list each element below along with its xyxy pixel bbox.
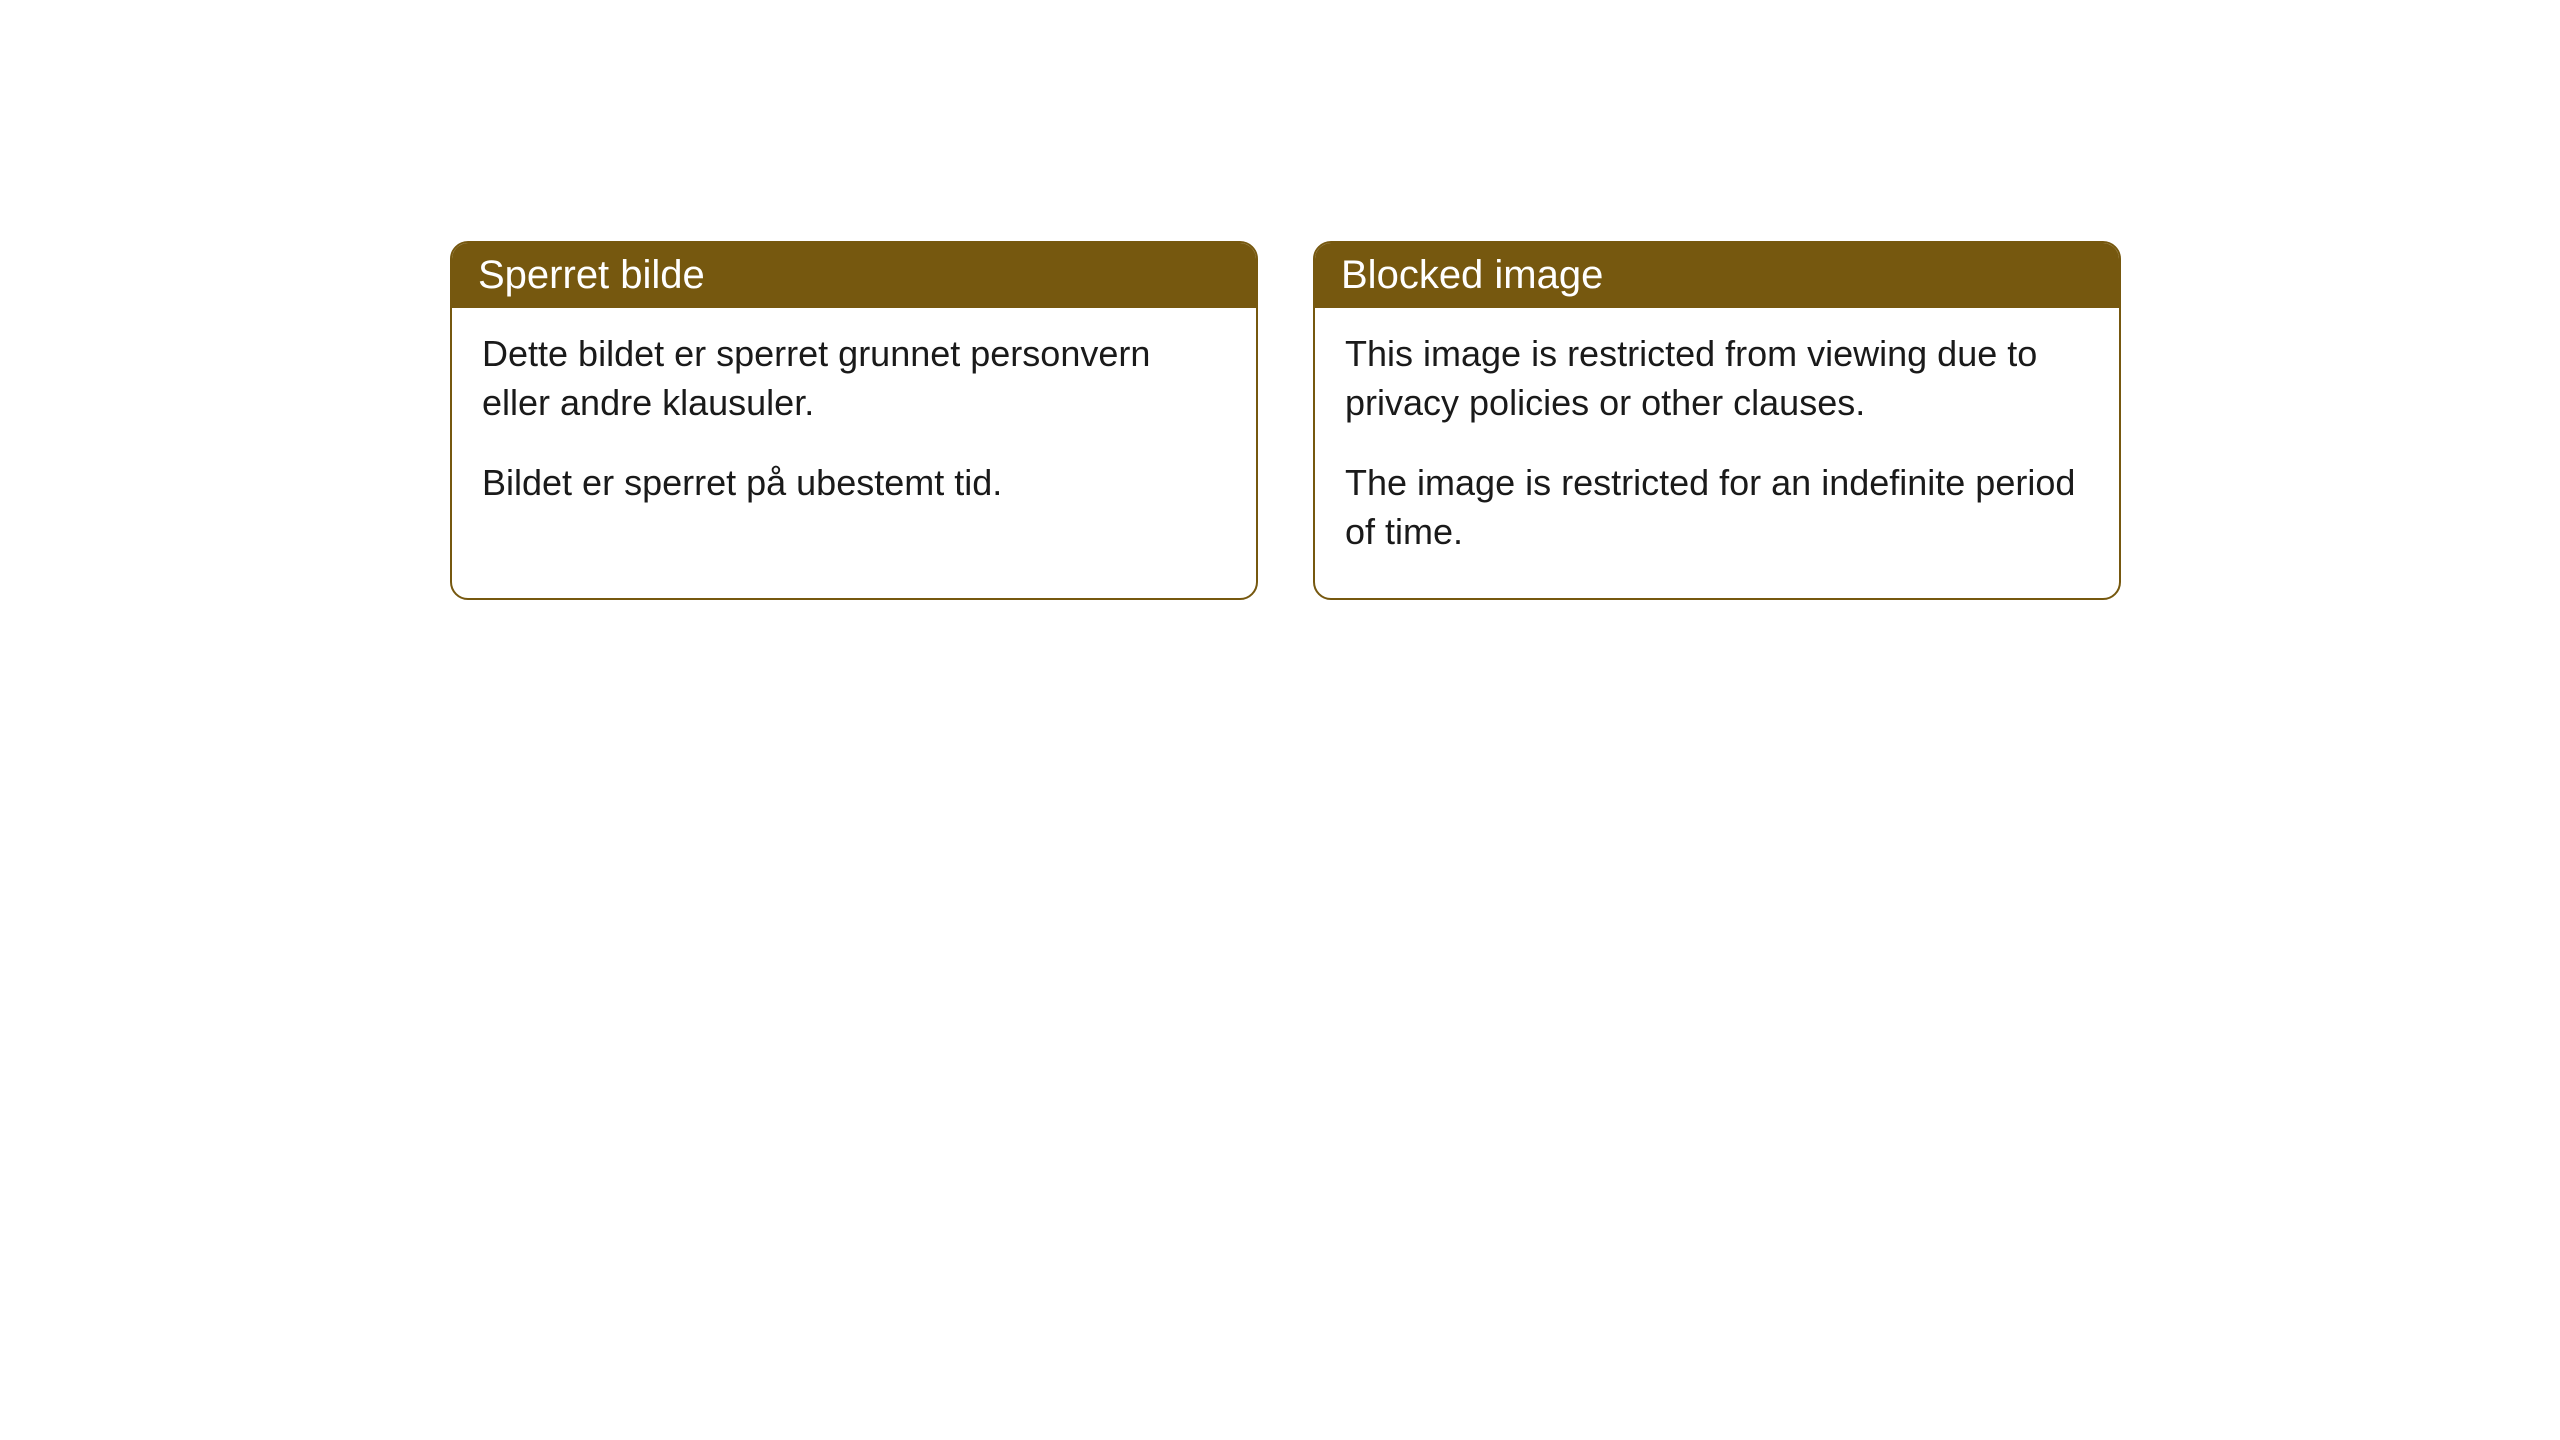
card-paragraph-1: This image is restricted from viewing du… — [1345, 330, 2089, 427]
card-header-english: Blocked image — [1315, 243, 2119, 308]
card-header-norwegian: Sperret bilde — [452, 243, 1256, 308]
notice-card-norwegian: Sperret bilde Dette bildet er sperret gr… — [450, 241, 1258, 600]
card-title: Blocked image — [1341, 253, 1603, 297]
card-paragraph-1: Dette bildet er sperret grunnet personve… — [482, 330, 1226, 427]
card-title: Sperret bilde — [478, 253, 705, 297]
card-paragraph-2: The image is restricted for an indefinit… — [1345, 459, 2089, 556]
card-paragraph-2: Bildet er sperret på ubestemt tid. — [482, 459, 1226, 508]
notice-cards-container: Sperret bilde Dette bildet er sperret gr… — [450, 241, 2121, 600]
card-body-norwegian: Dette bildet er sperret grunnet personve… — [452, 308, 1256, 550]
notice-card-english: Blocked image This image is restricted f… — [1313, 241, 2121, 600]
card-body-english: This image is restricted from viewing du… — [1315, 308, 2119, 598]
